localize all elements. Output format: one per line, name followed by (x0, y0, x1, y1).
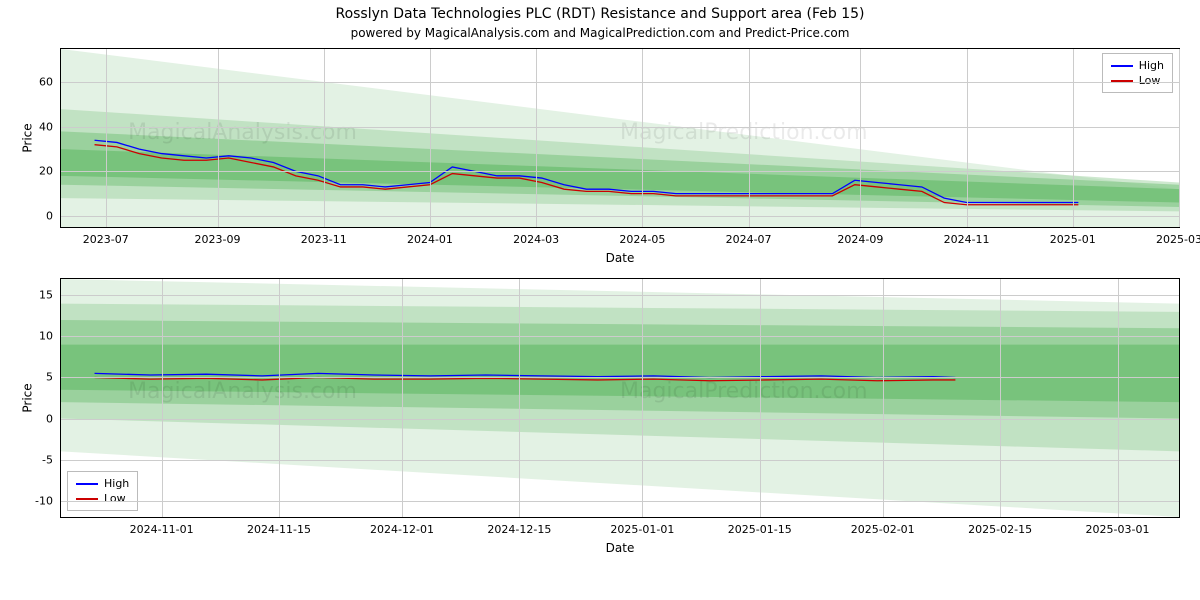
top-ylabel: Price (21, 123, 35, 152)
ytick-label: 0 (46, 412, 53, 425)
xtick-label: 2024-11-15 (247, 523, 311, 536)
legend-swatch-low (76, 498, 98, 500)
ytick-label: 20 (39, 165, 53, 178)
legend-swatch-low (1111, 80, 1133, 82)
legend-row-low: Low (76, 491, 129, 506)
bottom-legend: High Low (67, 471, 138, 511)
top-chart: Price Date High Low MagicalAnalysis.com … (60, 48, 1180, 228)
top-legend: High Low (1102, 53, 1173, 93)
legend-swatch-high (1111, 65, 1133, 67)
xtick-label: 2023-11 (301, 233, 347, 246)
xtick-label: 2024-01 (407, 233, 453, 246)
ytick-label: 15 (39, 289, 53, 302)
xtick-label: 2025-01 (1050, 233, 1096, 246)
ytick-label: 40 (39, 120, 53, 133)
ytick-label: 60 (39, 76, 53, 89)
ytick-label: -10 (35, 494, 53, 507)
xtick-label: 2024-07 (726, 233, 772, 246)
chart-title: Rosslyn Data Technologies PLC (RDT) Resi… (0, 0, 1200, 22)
xtick-label: 2025-01-01 (610, 523, 674, 536)
ytick-label: -5 (42, 453, 53, 466)
bottom-chart-plot (61, 279, 1179, 517)
legend-label-high: High (1139, 59, 1164, 72)
top-xlabel: Date (606, 251, 635, 265)
bottom-chart: Price Date High Low MagicalAnalysis.com … (60, 278, 1180, 518)
legend-label-high: High (104, 477, 129, 490)
legend-row-high: High (76, 476, 129, 491)
xtick-label: 2025-03 (1156, 233, 1200, 246)
xtick-label: 2025-02-01 (851, 523, 915, 536)
ytick-label: 10 (39, 330, 53, 343)
xtick-label: 2025-03-01 (1086, 523, 1150, 536)
xtick-label: 2024-09 (837, 233, 883, 246)
xtick-label: 2025-02-15 (968, 523, 1032, 536)
xtick-label: 2024-03 (513, 233, 559, 246)
top-chart-plot (61, 49, 1179, 227)
legend-label-low: Low (104, 492, 126, 505)
chart-subtitle: powered by MagicalAnalysis.com and Magic… (0, 22, 1200, 40)
legend-label-low: Low (1139, 74, 1161, 87)
xtick-label: 2024-11-01 (130, 523, 194, 536)
legend-swatch-high (76, 483, 98, 485)
xtick-label: 2024-05 (619, 233, 665, 246)
bottom-xlabel: Date (606, 541, 635, 555)
xtick-label: 2024-12-01 (370, 523, 434, 536)
bottom-ylabel: Price (21, 383, 35, 412)
ytick-label: 0 (46, 209, 53, 222)
xtick-label: 2023-09 (195, 233, 241, 246)
xtick-label: 2023-07 (83, 233, 129, 246)
xtick-label: 2024-12-15 (487, 523, 551, 536)
legend-row-high: High (1111, 58, 1164, 73)
xtick-label: 2025-01-15 (728, 523, 792, 536)
legend-row-low: Low (1111, 73, 1164, 88)
ytick-label: 5 (46, 371, 53, 384)
xtick-label: 2024-11 (944, 233, 990, 246)
